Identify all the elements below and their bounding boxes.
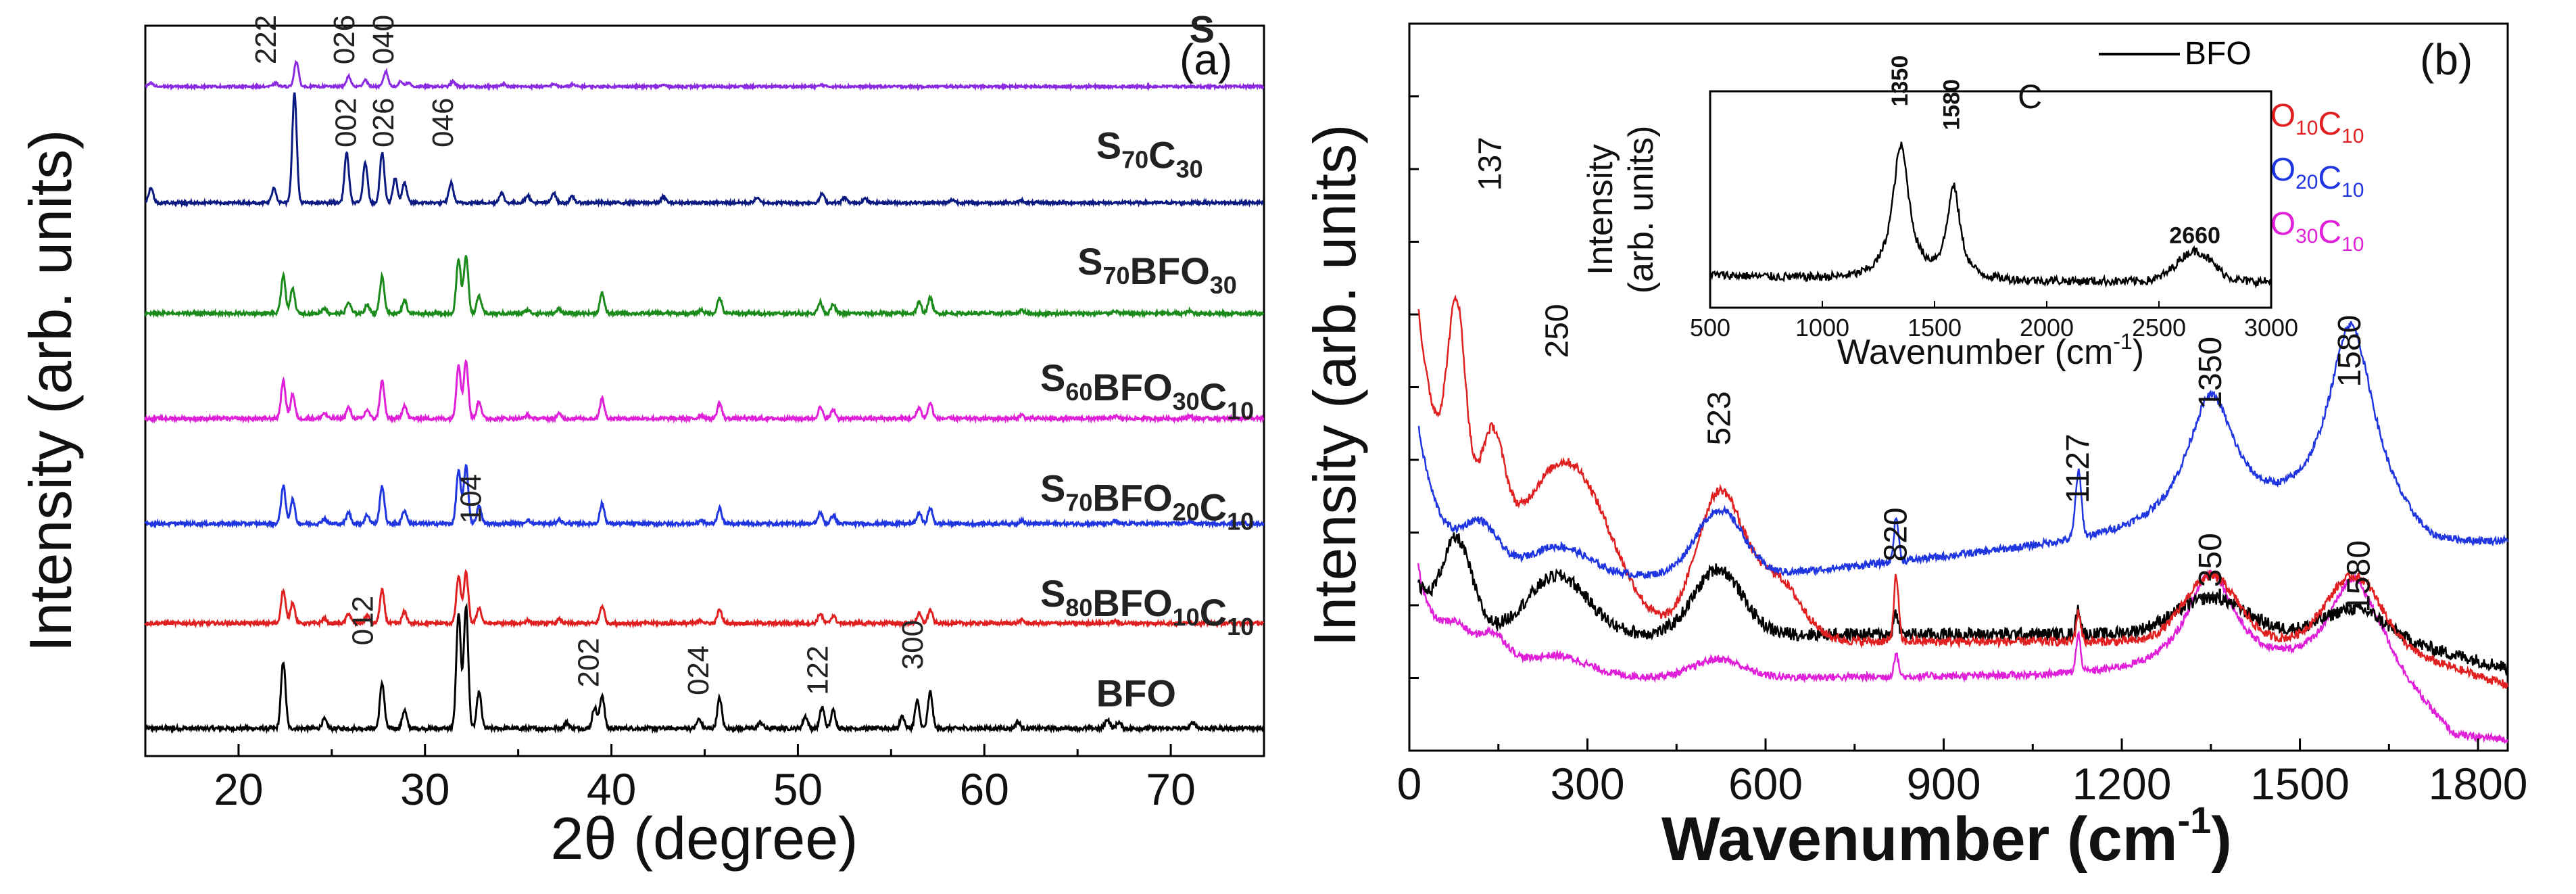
inset-peak-label: 1580 bbox=[1939, 79, 1965, 131]
panel-a-series-label: S70C30 bbox=[1096, 124, 1203, 183]
panel-a-peak-annotation: 104 bbox=[455, 474, 488, 523]
panel-a-label: (a) bbox=[1180, 35, 1232, 84]
inset-peak-labels: 1350 1580 2660 bbox=[1887, 55, 2220, 249]
panel-a-x-tick-label: 70 bbox=[1146, 764, 1195, 814]
inset-peak-label: 2660 bbox=[2169, 222, 2220, 248]
panel-b-x-tick-label: 1200 bbox=[2072, 759, 2172, 809]
panel-a-peak-annotation: 002 bbox=[330, 98, 363, 147]
inset-spectrum-line bbox=[1709, 141, 2273, 289]
inset-label: C bbox=[2018, 78, 2042, 116]
panel-a-series-line bbox=[145, 60, 1265, 92]
panel-a-x-tick-label: 20 bbox=[214, 764, 263, 814]
panel-b-y-axis-label: Intensity (arb. units) bbox=[1301, 124, 1368, 647]
panel-a-peak-annotation: 202 bbox=[572, 638, 605, 687]
panel-a-series-label: S70BFO20C10 bbox=[1040, 467, 1254, 536]
inset-x-ticks: 500 1000 1500 2000 2500 3000 bbox=[1690, 301, 2298, 342]
panel-a-x-tick-label: 30 bbox=[400, 764, 449, 814]
panel-b-x-axis-label-close: ) bbox=[2211, 805, 2232, 874]
panel-a-series-label: S60BFO30C10 bbox=[1040, 356, 1254, 425]
inset-x-tick-label: 1000 bbox=[1795, 314, 1849, 342]
panel-a-x-tick-label: 50 bbox=[773, 764, 823, 814]
inset-peak-label: 1350 bbox=[1887, 55, 1913, 107]
panel-a-series-label: S bbox=[1190, 8, 1215, 51]
panel-a-peak-annotation: 026 bbox=[367, 98, 400, 147]
panel-a-peak-annotation: 300 bbox=[896, 620, 929, 669]
panel-a-peak-annotation: 024 bbox=[682, 646, 715, 695]
panel-b-x-tick-label: 300 bbox=[1550, 759, 1624, 809]
panel-b-inset-chart: 500 1000 1500 2000 2500 3000 1350 1580 2660 C W… bbox=[1581, 55, 2298, 372]
panel-a-series-line bbox=[144, 359, 1265, 425]
panel-a-peak-annotation: 026 bbox=[328, 15, 361, 64]
panel-b-annotations: 137 250 523 820 1127 1350 1580 1350 1580 bbox=[1472, 137, 2377, 613]
panel-b-y-ticks bbox=[1409, 95, 1419, 679]
inset-x-tick-label: 500 bbox=[1690, 314, 1730, 342]
panel-b-peak-annotation: 820 bbox=[1878, 507, 1914, 561]
panel-b-peak-annotation: 1580 bbox=[2341, 540, 2377, 613]
panel-b-x-tick-label: 0 bbox=[1397, 759, 1422, 809]
panel-b-series-line bbox=[1417, 321, 2508, 580]
panel-b-series-group bbox=[1417, 294, 2509, 745]
panel-a-x-tick-label: 40 bbox=[587, 764, 636, 814]
panel-a-peak-annotation: 012 bbox=[347, 596, 380, 645]
panel-a-series-label: S70BFO30 bbox=[1077, 240, 1237, 299]
panel-b-x-tick-label: 1800 bbox=[2429, 759, 2528, 809]
inset-x-tick-label: 2000 bbox=[2020, 314, 2074, 342]
inset-y-axis-label-units: (arb. units) bbox=[1622, 126, 1661, 294]
panel-b-peak-annotation: 523 bbox=[1701, 391, 1737, 445]
panel-a-series-group bbox=[144, 60, 1265, 734]
panel-a-series-line bbox=[145, 92, 1265, 208]
panel-b-x-axis-label-sup: -1 bbox=[2178, 799, 2212, 841]
panel-a-series-label: S80BFO10C10 bbox=[1040, 572, 1254, 640]
panel-a-peak-annotation: 222 bbox=[249, 15, 283, 64]
panel-a-peak-annotation: 046 bbox=[427, 98, 460, 147]
panel-a-series-line bbox=[144, 603, 1265, 734]
inset-x-axis-label-main: Wavenumber (cm bbox=[1837, 333, 2113, 372]
panel-a-peak-annotation: 040 bbox=[367, 15, 400, 64]
inset-x-tick-label: 1500 bbox=[1907, 314, 1962, 342]
panel-a-x-ticks: 20 30 40 50 60 70 bbox=[144, 744, 1265, 814]
inset-x-axis-label: Wavenumber (cm-1) bbox=[1837, 329, 2144, 372]
panel-b-label: (b) bbox=[2420, 35, 2473, 84]
inset-series bbox=[1709, 141, 2273, 289]
panel-b-peak-annotation: 1127 bbox=[2060, 433, 2096, 503]
panel-a-series-line bbox=[144, 463, 1265, 530]
panel-b-peak-annotation: 137 bbox=[1472, 137, 1508, 191]
inset-x-tick-label: 3000 bbox=[2244, 314, 2298, 342]
inset-x-tick-label: 2500 bbox=[2132, 314, 2186, 342]
panel-a-peak-annotation: 122 bbox=[802, 646, 835, 695]
panel-b-x-tick-label: 900 bbox=[1906, 759, 1980, 809]
panel-b-peak-annotation: 1350 bbox=[2193, 533, 2229, 605]
inset-y-axis-label: Intensity bbox=[1581, 144, 1620, 275]
panel-a-x-tick-label: 60 bbox=[960, 764, 1009, 814]
panel-a-y-axis-label: Intensity (arb. units) bbox=[17, 130, 84, 653]
panel-a-series-line bbox=[144, 255, 1265, 319]
legend-entry: BFO bbox=[2185, 36, 2252, 72]
panel-b-series-line bbox=[1417, 294, 2509, 690]
panel-b-peak-annotation: 250 bbox=[1540, 304, 1576, 358]
inset-frame bbox=[1709, 90, 2273, 309]
panel-b-x-tick-label: 1500 bbox=[2250, 759, 2350, 809]
panel-b-x-axis-label-main: Wavenumber (cm bbox=[1661, 805, 2177, 874]
inset-x-axis-label-close: ) bbox=[2133, 333, 2144, 372]
inset-x-axis-label-sup: -1 bbox=[2113, 329, 2132, 354]
panel-a-x-axis-label: 2θ (degree) bbox=[551, 805, 858, 872]
panel-b-x-tick-label: 600 bbox=[1728, 759, 1803, 809]
panel-b-x-ticks: 0 300 600 900 1200 1500 1800 bbox=[1397, 738, 2528, 809]
panel-b-raman-chart: 0 300 600 900 1200 1500 1800 13725052382011271… bbox=[1301, 22, 2528, 874]
panel-b-peak-annotation: 1580 bbox=[2332, 315, 2368, 387]
panel-b-peak-annotation: 1350 bbox=[2193, 337, 2229, 409]
panel-b-x-axis-label: Wavenumber (cm-1) bbox=[1661, 799, 2232, 874]
panel-a-series-line bbox=[144, 569, 1265, 629]
panel-a-series-label: BFO bbox=[1096, 672, 1176, 714]
panel-a-series-labels: BFO S80BFO10C10 S70BFO20C10 S60BFO30C10 S70B… bbox=[1040, 8, 1254, 715]
